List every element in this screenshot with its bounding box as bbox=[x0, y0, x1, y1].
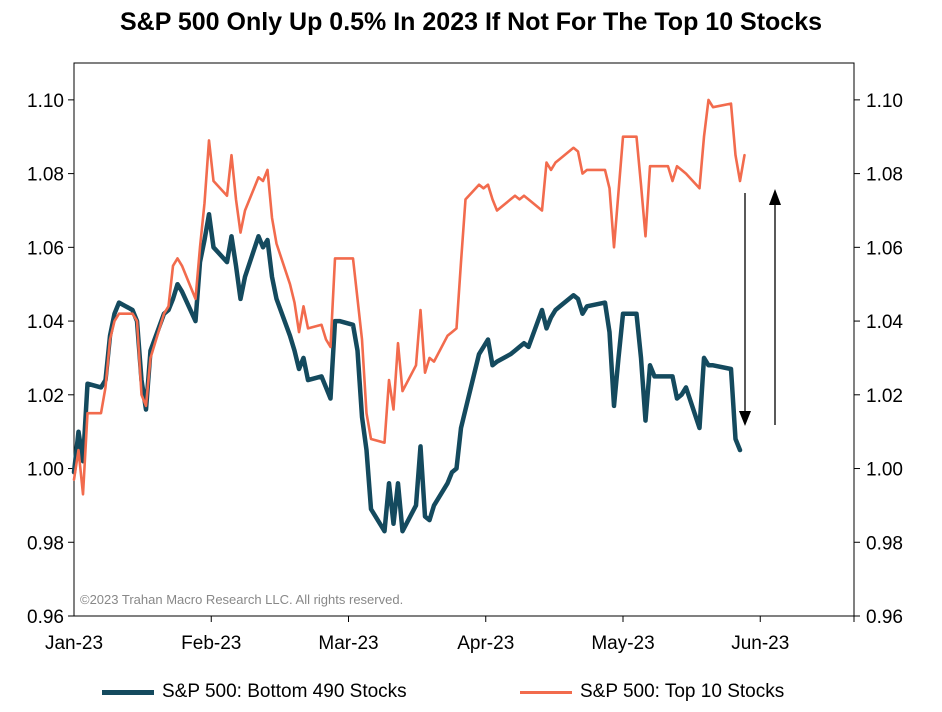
copyright-notice: ©2023 Trahan Macro Research LLC. All rig… bbox=[80, 592, 403, 607]
y-tick-label-right: 1.00 bbox=[866, 460, 903, 481]
y-tick-label-right: 1.06 bbox=[866, 238, 903, 259]
y-tick-label-right: 1.08 bbox=[866, 165, 903, 186]
annotation-arrows bbox=[739, 189, 781, 426]
x-tick-label: Apr-23 bbox=[457, 633, 514, 654]
y-tick-label-left: 1.08 bbox=[27, 165, 64, 186]
y-tick-label-left: 1.02 bbox=[27, 386, 64, 407]
legend-swatch-bottom-490 bbox=[102, 689, 154, 695]
y-tick-label-left: 0.96 bbox=[27, 607, 64, 628]
arrow-down-head bbox=[739, 411, 751, 426]
x-tick-label: May-23 bbox=[591, 633, 654, 654]
series-layer bbox=[71, 98, 746, 534]
chart-title: S&P 500 Only Up 0.5% In 2023 If Not For … bbox=[119, 8, 823, 36]
y-tick-label-right: 1.10 bbox=[866, 91, 903, 112]
y-tick-label-left: 1.04 bbox=[27, 312, 64, 333]
series-line-top-10 bbox=[72, 98, 746, 496]
x-tick-label: Feb-23 bbox=[181, 633, 241, 654]
legend-item-bottom-490: S&P 500: Bottom 490 Stocks bbox=[102, 681, 407, 703]
y-tick-label-left: 1.06 bbox=[27, 238, 64, 259]
y-tick-label-left: 0.98 bbox=[27, 533, 64, 554]
y-tick-label-right: 1.04 bbox=[866, 312, 903, 333]
y-tick-label-right: 0.98 bbox=[866, 533, 903, 554]
y-axis-right: 0.96 0.98 1.00 1.02 1.04 1.06 1.08 1.10 bbox=[854, 91, 903, 628]
legend-label-bottom-490: S&P 500: Bottom 490 Stocks bbox=[162, 681, 407, 702]
series-line-bottom-490 bbox=[71, 211, 743, 534]
y-tick-label-left: 1.00 bbox=[27, 460, 64, 481]
y-axis-left: 0.96 0.98 1.00 1.02 1.04 1.06 1.08 1.10 bbox=[27, 91, 74, 628]
legend-item-top-10: S&P 500: Top 10 Stocks bbox=[520, 681, 784, 703]
x-tick-label: Jun-23 bbox=[731, 633, 789, 654]
x-axis: Jan-23 Feb-23 Mar-23 Apr-23 May-23 Jun-23 bbox=[45, 616, 855, 654]
x-tick-label: Mar-23 bbox=[318, 633, 378, 654]
plot-area-frame bbox=[73, 62, 855, 617]
legend-label-top-10: S&P 500: Top 10 Stocks bbox=[580, 681, 785, 702]
legend-swatch-top-10 bbox=[520, 690, 572, 694]
y-tick-label-left: 1.10 bbox=[27, 91, 64, 112]
legend: S&P 500: Bottom 490 Stocks S&P 500: Top … bbox=[0, 681, 942, 707]
arrow-up-head bbox=[769, 189, 781, 205]
x-tick-label: Jan-23 bbox=[45, 633, 103, 654]
y-tick-label-right: 0.96 bbox=[866, 607, 903, 628]
y-tick-label-right: 1.02 bbox=[866, 386, 903, 407]
